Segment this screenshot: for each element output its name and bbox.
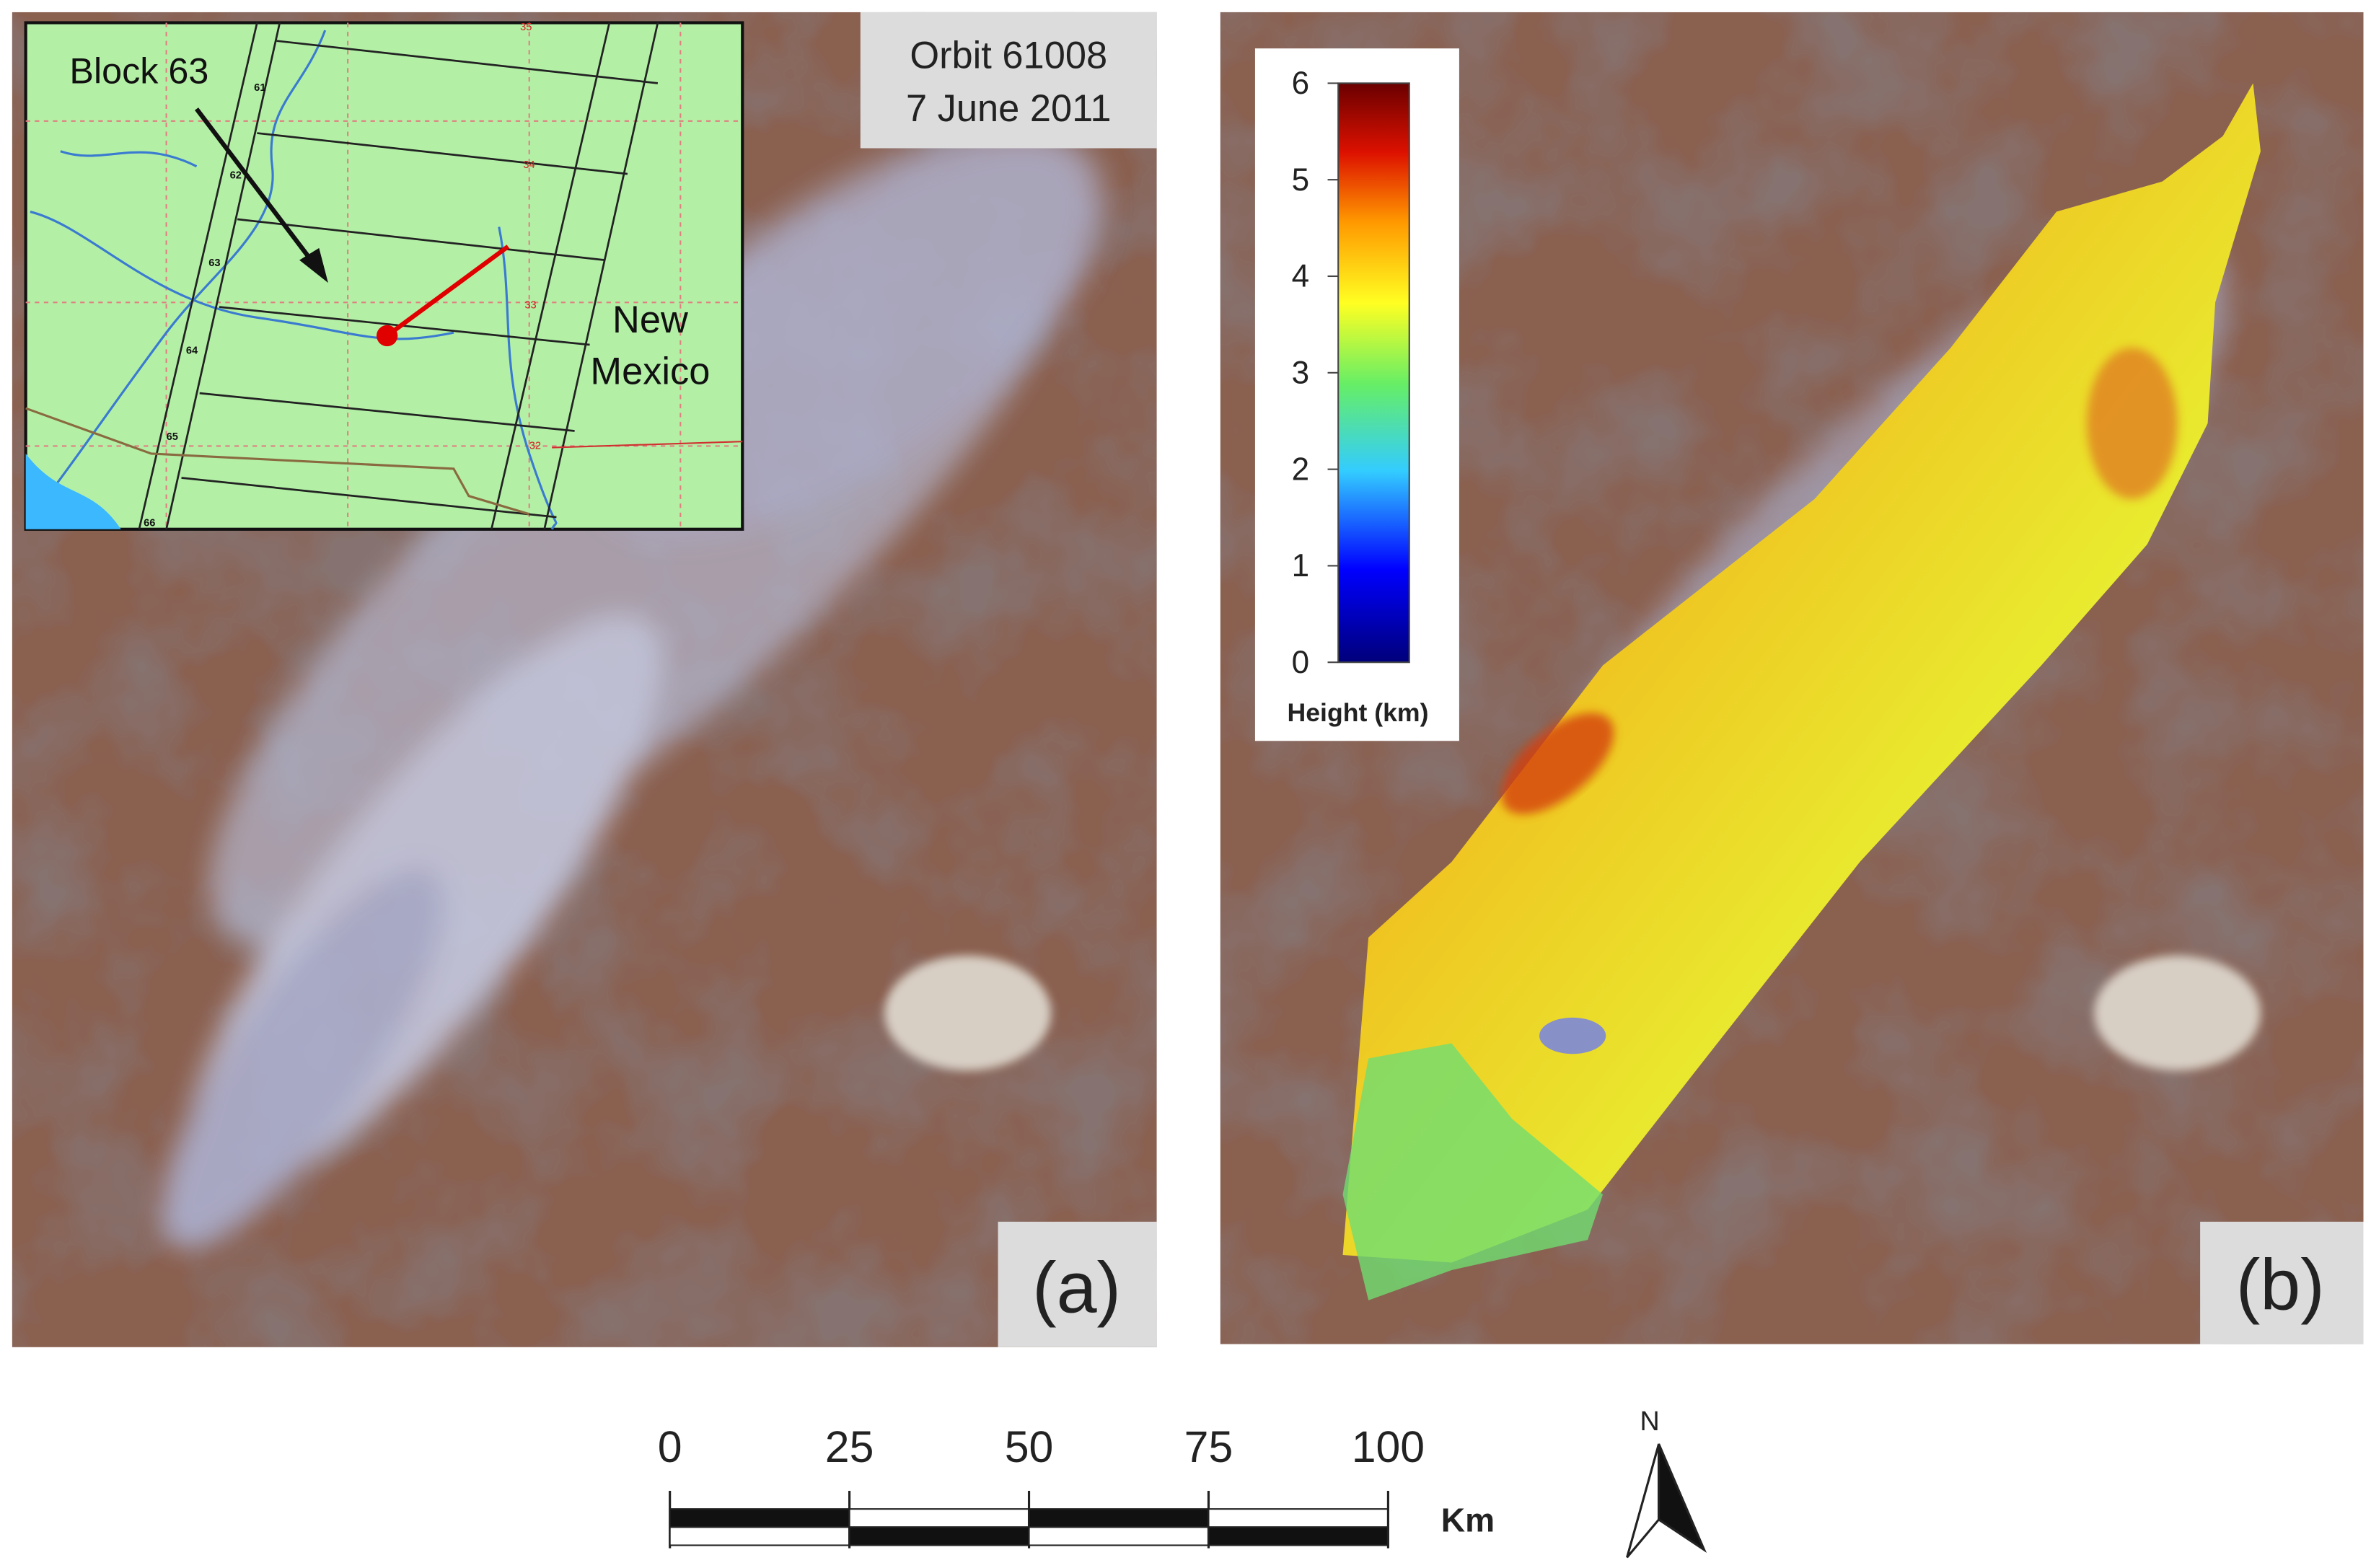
height-retrieval-high bbox=[1501, 713, 1614, 814]
block-arrow bbox=[195, 107, 317, 266]
scale-segment bbox=[1208, 1526, 1389, 1546]
swaths-part bbox=[138, 22, 611, 530]
scale-segment bbox=[848, 1526, 1030, 1546]
block-numbers: 61 62 63 64 65 66 bbox=[144, 82, 265, 529]
lake bbox=[25, 453, 121, 529]
height-retrieval-high bbox=[2086, 348, 2178, 499]
latitude-label: 35 bbox=[520, 22, 532, 33]
scale-tick-label: 100 bbox=[1352, 1422, 1425, 1471]
scale-tick-label: 0 bbox=[658, 1422, 682, 1471]
block-number: 65 bbox=[167, 431, 178, 443]
colorbar-tick-label: 0 bbox=[1292, 645, 1309, 680]
north-arrow-left bbox=[1626, 1443, 1660, 1559]
state-label: New bbox=[612, 299, 688, 341]
block-number: 63 bbox=[208, 257, 220, 269]
scale-unit: Km bbox=[1441, 1502, 1495, 1539]
north-label: N bbox=[1640, 1406, 1659, 1436]
scale-bar: 0 25 50 75 100 bbox=[658, 1422, 1425, 1549]
scale-tick-label: 75 bbox=[1184, 1422, 1233, 1471]
scale-segment bbox=[1028, 1526, 1210, 1546]
rivers-part bbox=[498, 226, 558, 530]
latitude-label: 33 bbox=[524, 300, 536, 312]
scale-segment bbox=[1028, 1508, 1210, 1528]
state-label: Mexico bbox=[590, 351, 710, 393]
scale-segment bbox=[1208, 1508, 1389, 1528]
retrieval-gap bbox=[1539, 1017, 1606, 1054]
label-box bbox=[2200, 1221, 2364, 1344]
orbit-box bbox=[860, 12, 1157, 149]
north-arrow: N bbox=[1626, 1406, 1707, 1559]
colorbar-tick-label: 5 bbox=[1292, 162, 1309, 198]
inset-frame bbox=[24, 21, 744, 531]
colorbar-tick-label: 6 bbox=[1292, 66, 1309, 101]
scale-segment bbox=[848, 1508, 1030, 1528]
white-sands bbox=[2094, 955, 2261, 1071]
swaths-part bbox=[181, 40, 659, 519]
panel-b: 0 1 2 3 4 5 6 Height (km) (b) bbox=[1220, 12, 2364, 1344]
scale-segment bbox=[669, 1526, 850, 1546]
rivers-part bbox=[60, 150, 198, 168]
orbit-label: Orbit 61008 bbox=[910, 35, 1107, 76]
colorbar-ticks: 0 1 2 3 4 5 6 bbox=[1292, 66, 1339, 680]
colorbar bbox=[1337, 82, 1410, 664]
colorbar-tick-label: 4 bbox=[1292, 259, 1309, 294]
block-number: 61 bbox=[254, 82, 265, 94]
block-number: 66 bbox=[144, 518, 155, 529]
colorbar-title: Height (km) bbox=[1288, 698, 1429, 727]
latitude-labels: 35 34 33 32 bbox=[520, 22, 541, 452]
rivers bbox=[30, 30, 558, 530]
panel-label: (b) bbox=[2236, 1244, 2325, 1325]
date-label: 7 June 2011 bbox=[906, 88, 1112, 130]
block-label: Block 63 bbox=[69, 50, 208, 91]
scale-segment bbox=[669, 1508, 850, 1528]
orbit-track bbox=[385, 245, 510, 338]
fire-location bbox=[376, 325, 398, 347]
height-retrieval bbox=[1342, 83, 2261, 1263]
swaths-part bbox=[165, 22, 659, 530]
swaths bbox=[138, 22, 659, 530]
scale-tick-label: 25 bbox=[825, 1422, 874, 1471]
latitude-label: 34 bbox=[523, 159, 535, 171]
height-retrieval-low bbox=[1342, 1043, 1604, 1300]
latitude-label: 32 bbox=[529, 441, 541, 452]
north-arrow-right bbox=[1658, 1443, 1707, 1554]
inset-map: Block 63 New Mexico 61 62 63 64 65 66 35… bbox=[24, 21, 744, 531]
panel-label: (a) bbox=[1032, 1248, 1121, 1329]
block-number: 64 bbox=[186, 345, 198, 357]
border-red bbox=[552, 441, 743, 449]
colorbar-tick-label: 1 bbox=[1292, 548, 1309, 583]
scale-tick-label: 50 bbox=[1005, 1422, 1054, 1471]
colorbar-tick-label: 2 bbox=[1292, 452, 1309, 487]
colorbar-tick-label: 3 bbox=[1292, 355, 1309, 390]
block-number: 62 bbox=[230, 169, 242, 181]
block-arrowhead bbox=[299, 247, 328, 283]
graticule bbox=[25, 22, 743, 529]
rivers-part bbox=[44, 30, 327, 500]
white-sands bbox=[884, 955, 1051, 1071]
smoke-plume-part bbox=[161, 868, 444, 1248]
border bbox=[25, 407, 530, 516]
label-box bbox=[998, 1221, 1157, 1347]
